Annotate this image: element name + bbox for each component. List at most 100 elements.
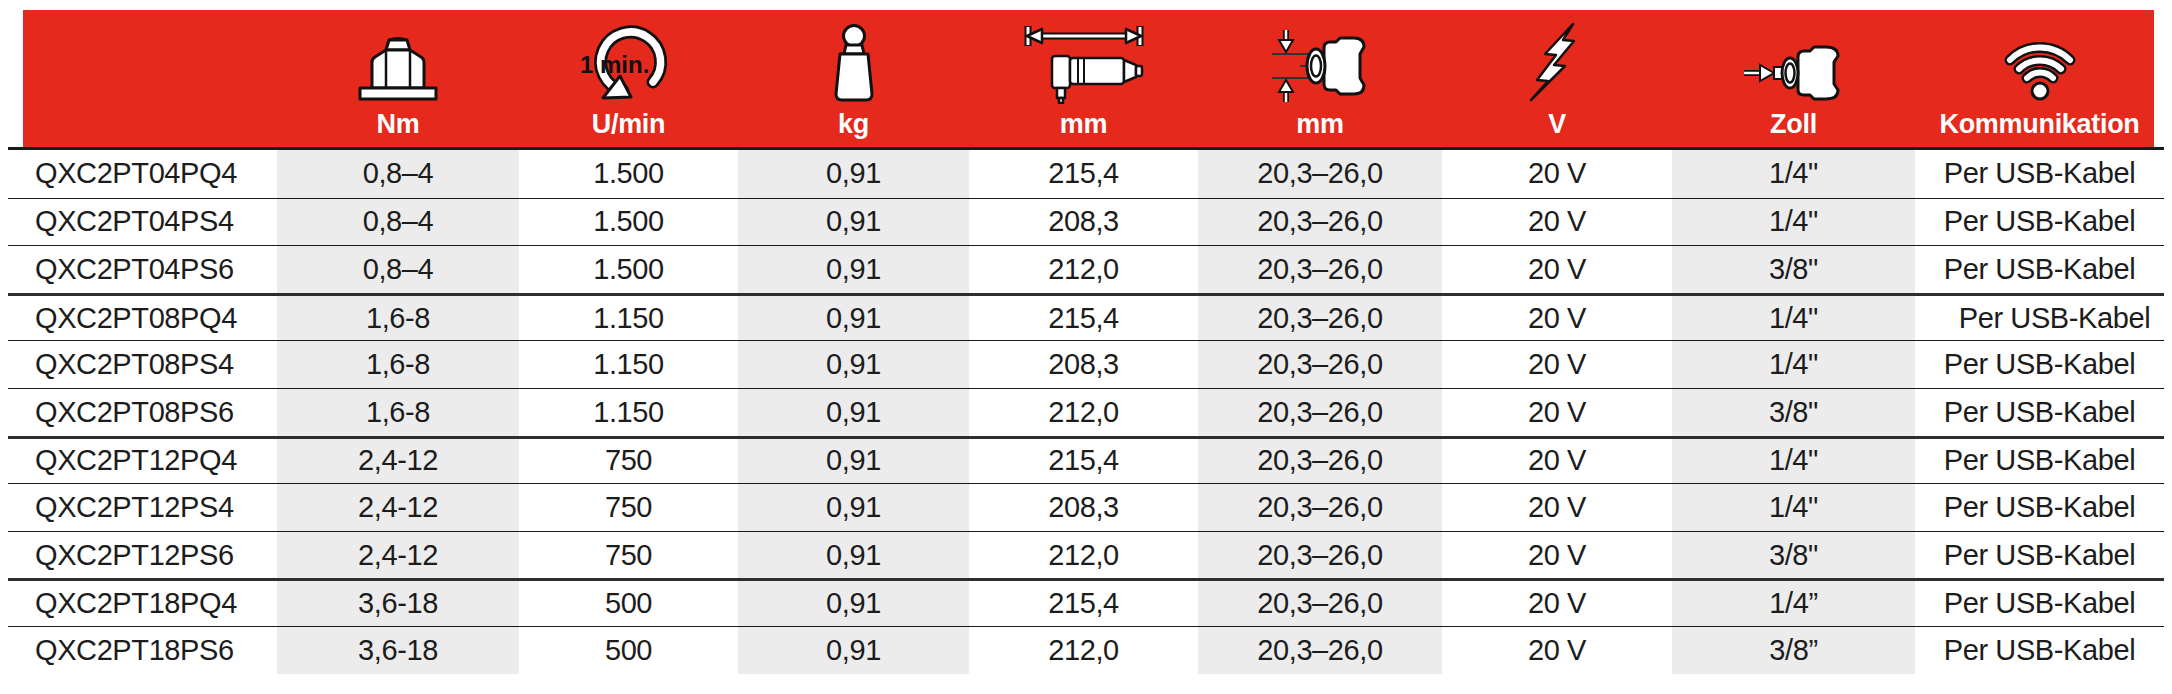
- drive-cell: 1/4": [1672, 340, 1915, 388]
- communication-cell: Per USB-Kabel: [1915, 198, 2164, 246]
- weight-cell: 0,91: [738, 150, 969, 198]
- model-cell: QXC2PT08PS4: [8, 340, 277, 388]
- drive-cell: 3/8”: [1672, 626, 1915, 674]
- torque-cell: 0,8–4: [277, 198, 519, 246]
- speed-cell: 750: [519, 436, 738, 484]
- model-cell: QXC2PT18PS6: [8, 626, 277, 674]
- diameter-icon: [1270, 28, 1370, 104]
- chuck-icon: [1740, 42, 1848, 104]
- drive-cell: 1/4”: [1672, 578, 1915, 626]
- column-header-weight: kg: [738, 10, 969, 150]
- length-cell: 208,3: [969, 198, 1198, 246]
- torque-cell: 1,6-8: [277, 293, 519, 341]
- diameter-cell: 20,3–26,0: [1198, 626, 1442, 674]
- torque-cell: 2,4-12: [277, 531, 519, 579]
- speed-cell: 500: [519, 626, 738, 674]
- product-spec-table-page: Nm 1 min. U/min kg mm mm V Zoll: [0, 0, 2172, 694]
- drive-cell: 3/8": [1672, 531, 1915, 579]
- column-unit-label: mm: [1296, 111, 1343, 138]
- weight-cell: 0,91: [738, 293, 969, 341]
- communication-cell: Per USB-Kabel: [1915, 388, 2164, 436]
- voltage-cell: 20 V: [1442, 340, 1672, 388]
- torque-cell: 2,4-12: [277, 483, 519, 531]
- spec-table: Nm 1 min. U/min kg mm mm V Zoll: [8, 10, 2164, 674]
- voltage-cell: 20 V: [1442, 436, 1672, 484]
- voltage-cell: 20 V: [1442, 388, 1672, 436]
- length-cell: 208,3: [969, 340, 1198, 388]
- voltage-cell: 20 V: [1442, 531, 1672, 579]
- speed-cell: 500: [519, 578, 738, 626]
- voltage-cell: 20 V: [1442, 245, 1672, 293]
- diameter-cell: 20,3–26,0: [1198, 198, 1442, 246]
- column-header-voltage: V: [1442, 10, 1672, 150]
- communication-cell: Per USB-Kabel: [1915, 150, 2164, 198]
- rotation-icon: 1 min.: [579, 18, 679, 104]
- weight-cell: 0,91: [738, 340, 969, 388]
- torque-cell: 3,6-18: [277, 626, 519, 674]
- communication-cell: Per USB-Kabel: [1915, 340, 2164, 388]
- column-header-communication: Kommunikation: [1915, 10, 2164, 150]
- torque-cell: 0,8–4: [277, 245, 519, 293]
- speed-cell: 750: [519, 483, 738, 531]
- nut-icon: [356, 32, 440, 104]
- column-unit-label: V: [1548, 111, 1566, 138]
- diameter-cell: 20,3–26,0: [1198, 388, 1442, 436]
- wifi-icon: [1997, 24, 2083, 104]
- weight-cell: 0,91: [738, 198, 969, 246]
- column-unit-label: Kommunikation: [1939, 111, 2139, 138]
- voltage-cell: 20 V: [1442, 626, 1672, 674]
- diameter-cell: 20,3–26,0: [1198, 483, 1442, 531]
- weight-cell: 0,91: [738, 388, 969, 436]
- length-cell: 208,3: [969, 483, 1198, 531]
- length-cell: 215,4: [969, 293, 1198, 341]
- torque-cell: 3,6-18: [277, 578, 519, 626]
- communication-cell: Per USB-Kabel: [1915, 293, 2164, 341]
- drive-cell: 1/4": [1672, 198, 1915, 246]
- drive-cell: 3/8": [1672, 388, 1915, 436]
- diameter-cell: 20,3–26,0: [1198, 293, 1442, 341]
- communication-cell: Per USB-Kabel: [1915, 626, 2164, 674]
- weight-cell: 0,91: [738, 245, 969, 293]
- speed-cell: 1.500: [519, 198, 738, 246]
- length-cell: 215,4: [969, 150, 1198, 198]
- column-header-model: [8, 10, 277, 150]
- drive-cell: 1/4": [1672, 150, 1915, 198]
- speed-cell: 1.500: [519, 150, 738, 198]
- column-unit-label: Zoll: [1770, 111, 1817, 138]
- model-cell: QXC2PT04PQ4: [8, 150, 277, 198]
- voltage-cell: 20 V: [1442, 293, 1672, 341]
- length-cell: 212,0: [969, 531, 1198, 579]
- weight-cell: 0,91: [738, 531, 969, 579]
- column-unit-label: U/min: [592, 111, 666, 138]
- weight-icon: [825, 24, 883, 104]
- speed-cell: 1.500: [519, 245, 738, 293]
- model-cell: QXC2PT04PS6: [8, 245, 277, 293]
- voltage-cell: 20 V: [1442, 198, 1672, 246]
- diameter-cell: 20,3–26,0: [1198, 245, 1442, 293]
- column-unit-label: kg: [838, 111, 869, 138]
- length-cell: 212,0: [969, 626, 1198, 674]
- model-cell: QXC2PT04PS4: [8, 198, 277, 246]
- torque-cell: 1,6-8: [277, 388, 519, 436]
- length-cell: 215,4: [969, 578, 1198, 626]
- model-cell: QXC2PT12PS6: [8, 531, 277, 579]
- speed-cell: 1.150: [519, 340, 738, 388]
- rotation-icon-text: 1 min.: [580, 51, 649, 78]
- drive-cell: 1/4": [1672, 483, 1915, 531]
- communication-cell: Per USB-Kabel: [1915, 483, 2164, 531]
- diameter-cell: 20,3–26,0: [1198, 531, 1442, 579]
- torque-cell: 1,6-8: [277, 340, 519, 388]
- column-unit-label: mm: [1060, 111, 1107, 138]
- communication-cell: Per USB-Kabel: [1915, 578, 2164, 626]
- communication-cell: Per USB-Kabel: [1915, 436, 2164, 484]
- speed-cell: 750: [519, 531, 738, 579]
- length-cell: 212,0: [969, 388, 1198, 436]
- column-header-torque: Nm: [277, 10, 519, 150]
- communication-cell: Per USB-Kabel: [1915, 531, 2164, 579]
- diameter-cell: 20,3–26,0: [1198, 150, 1442, 198]
- voltage-cell: 20 V: [1442, 483, 1672, 531]
- speed-cell: 1.150: [519, 293, 738, 341]
- column-header-diameter: mm: [1198, 10, 1442, 150]
- model-cell: QXC2PT12PQ4: [8, 436, 277, 484]
- diameter-cell: 20,3–26,0: [1198, 436, 1442, 484]
